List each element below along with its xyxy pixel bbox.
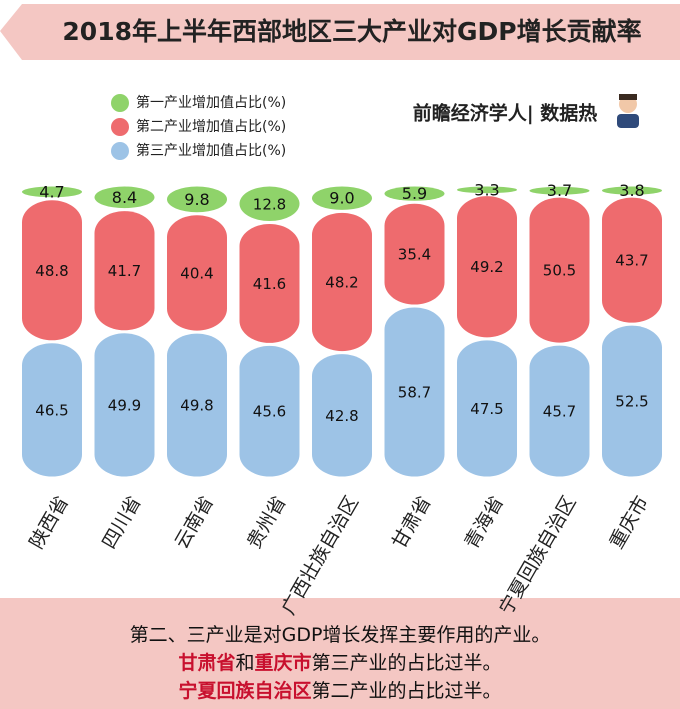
footer-line: 甘肃省和重庆市第三产业的占比过半。: [178, 651, 501, 674]
chart-title: 2018年上半年西部地区三大产业对GDP增长贡献率: [62, 17, 641, 46]
value-label: 41.6: [253, 275, 286, 293]
x-tick-label: 四川省: [98, 492, 146, 552]
value-label: 49.8: [180, 397, 213, 415]
footer-box: [0, 598, 680, 709]
bar-segment: [22, 186, 82, 198]
value-label: 12.8: [253, 195, 286, 213]
bar-segment: [602, 197, 662, 323]
value-label: 42.8: [325, 407, 358, 425]
bar-segment: [94, 186, 155, 209]
value-label: 35.4: [398, 246, 431, 264]
value-label: 52.5: [615, 393, 648, 411]
value-label: 47.5: [470, 400, 503, 418]
bar-segment: [384, 203, 445, 305]
bar-segment: [22, 343, 82, 477]
bar-segment: [384, 307, 445, 477]
x-tick-label: 云南省: [171, 492, 219, 552]
value-label: 4.7: [39, 182, 64, 201]
bar-segment: [457, 186, 517, 194]
x-tick-label: 陕西省: [26, 492, 74, 552]
x-tick-label: 贵州省: [243, 492, 291, 552]
footer-text: 重庆市: [255, 651, 312, 674]
bar-segment: [384, 186, 445, 201]
value-label: 3.3: [474, 180, 499, 199]
value-label: 5.9: [402, 184, 427, 203]
x-tick-label: 甘肃省: [388, 492, 436, 552]
bar-segment: [529, 186, 590, 195]
footer-text: 第二、三产业是对GDP增长发挥主要作用的产业。: [130, 624, 551, 646]
x-tick-label: 重庆市: [606, 492, 654, 552]
bar-segment: [312, 186, 372, 210]
bar-segment: [167, 186, 227, 213]
bar-segment: [94, 333, 155, 477]
value-label: 43.7: [615, 252, 648, 270]
value-label: 3.8: [619, 181, 644, 200]
legend-label: 第一产业增加值占比(%): [136, 94, 286, 111]
value-label: 49.2: [470, 258, 503, 276]
bar-segment: [239, 224, 300, 343]
x-tick-label: 青海省: [461, 492, 509, 552]
value-label: 9.8: [184, 190, 209, 209]
bar-segment: [312, 354, 372, 477]
bar-segment: [457, 340, 517, 477]
bar-segment: [167, 215, 227, 331]
footer-text: 甘肃省: [178, 651, 235, 674]
brand-icon: [617, 94, 639, 128]
bar-segment: [602, 186, 662, 195]
bar-segment: [529, 197, 590, 343]
legend-marker: [111, 118, 129, 136]
legend-marker: [111, 142, 129, 160]
value-label: 40.4: [180, 264, 213, 282]
value-label: 3.7: [547, 181, 572, 200]
legend-label: 第二产业增加值占比(%): [136, 118, 286, 135]
value-label: 46.5: [35, 401, 68, 419]
bar-segment: [239, 186, 300, 222]
bar-segment: [312, 212, 372, 352]
footer-line: 宁夏回族自治区第二产业的占比过半。: [178, 679, 501, 702]
value-label: 8.4: [112, 188, 137, 207]
bar-segment: [94, 211, 155, 331]
bar-segment: [602, 325, 662, 477]
footer-text: 宁夏回族自治区: [178, 679, 311, 702]
footer-text: 第二产业的占比过半。: [312, 680, 502, 702]
value-label: 9.0: [329, 189, 354, 208]
footer-line: 第二、三产业是对GDP增长发挥主要作用的产业。: [130, 624, 551, 646]
bar-segment: [529, 345, 590, 477]
value-label: 41.7: [108, 262, 141, 280]
value-label: 45.6: [253, 403, 286, 421]
legend-label: 第三产业增加值占比(%): [136, 142, 286, 159]
value-label: 49.9: [108, 396, 141, 414]
footer-text: 和: [235, 652, 254, 674]
bar-segment: [457, 196, 517, 338]
title-banner: [0, 4, 680, 60]
value-label: 58.7: [398, 384, 431, 402]
bar-segment: [239, 345, 300, 477]
value-label: 45.7: [543, 403, 576, 421]
bar-segment: [167, 333, 227, 477]
value-label: 48.8: [35, 262, 68, 280]
value-label: 48.2: [325, 273, 358, 291]
footer-text: 第三产业的占比过半。: [312, 652, 502, 674]
legend-marker: [111, 94, 129, 112]
brand: 前瞻经济学人| 数据热: [413, 102, 598, 125]
value-label: 50.5: [543, 262, 576, 280]
bar-segment: [22, 200, 82, 341]
